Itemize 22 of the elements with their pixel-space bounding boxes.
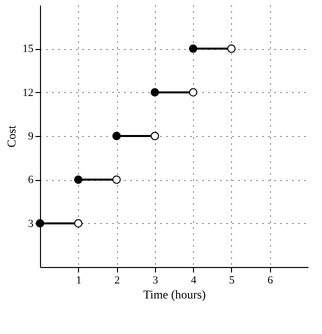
x-tick-label: 4 — [190, 274, 197, 286]
point — [150, 132, 160, 140]
y-tick-label: 6 — [28, 174, 34, 186]
point — [74, 219, 82, 228]
point — [74, 175, 82, 184]
y-tick-label: 9 — [28, 130, 34, 142]
point — [188, 44, 198, 53]
point — [227, 44, 236, 53]
y-axis-title: Cost — [4, 124, 18, 148]
y-tick-label: 3 — [28, 218, 34, 230]
x-tick-label: 5 — [229, 274, 236, 286]
point — [112, 175, 121, 184]
x-tick-label: 1 — [76, 274, 82, 286]
x-tick-label: 2 — [114, 274, 120, 286]
y-tick-label: 15 — [22, 43, 34, 56]
y-tick-label: 12 — [22, 86, 34, 99]
point — [188, 88, 198, 97]
x-axis-title: Time (hours) — [143, 288, 206, 302]
point — [112, 132, 121, 140]
x-tick-label: 6 — [267, 274, 274, 286]
point — [150, 88, 160, 97]
x-tick-label: 3 — [152, 274, 159, 286]
